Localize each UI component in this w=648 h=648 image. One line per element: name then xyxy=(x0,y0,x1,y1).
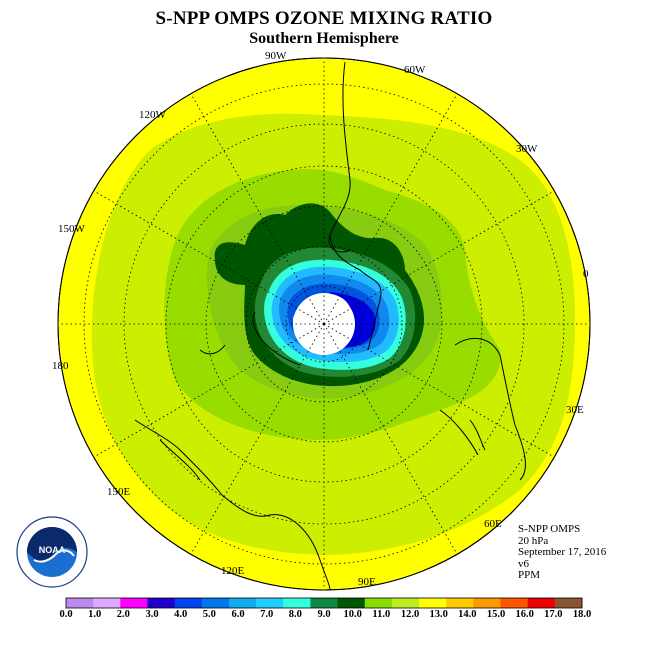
colorbar xyxy=(65,597,583,609)
colorbar-tick-label: 6.0 xyxy=(231,609,245,620)
lon-label-60w: 60W xyxy=(404,64,426,76)
colorbar-tick-label: 3.0 xyxy=(145,609,159,620)
colorbar-swatch xyxy=(93,598,121,608)
colorbar-swatch xyxy=(174,598,203,608)
colorbar-tick-label: 14.0 xyxy=(458,609,477,620)
colorbar-swatch xyxy=(283,598,311,608)
colorbar-swatch xyxy=(256,598,284,608)
noaa-logo-text: NOAA xyxy=(39,545,66,555)
colorbar-tick-label: 15.0 xyxy=(486,609,506,620)
lon-label-0: 0 xyxy=(583,268,589,280)
colorbar-tick-label: 13.0 xyxy=(429,609,448,620)
colorbar-swatch xyxy=(66,598,94,608)
noaa-logo: NOAA xyxy=(16,516,88,588)
info-unit: PPM xyxy=(518,569,541,581)
map-subtitle: Southern Hemisphere xyxy=(249,30,399,47)
colorbar-swatch xyxy=(473,598,502,608)
colorbar-tick-label: 9.0 xyxy=(317,609,331,620)
lon-label-60e: 60E xyxy=(484,518,502,530)
info-block: S-NPP OMPS 20 hPa September 17, 2016 v6 … xyxy=(518,523,607,582)
info-level: 20 hPa xyxy=(518,534,549,547)
colorbar-swatch xyxy=(337,598,366,608)
colorbar-swatch xyxy=(419,598,447,608)
colorbar-tick-label: 2.0 xyxy=(116,609,130,620)
colorbar-swatch xyxy=(364,598,393,608)
lon-label-90w: 90W xyxy=(265,50,287,62)
lon-label-150w: 150W xyxy=(58,223,85,235)
colorbar-tick-label: 16.0 xyxy=(515,609,534,620)
lon-label-120e: 120E xyxy=(221,565,245,577)
lon-label-180: 180 xyxy=(52,360,69,372)
colorbar-tick-label: 18.0 xyxy=(572,609,592,620)
lon-label-150e: 150E xyxy=(107,486,131,498)
colorbar-swatch xyxy=(120,598,148,608)
colorbar-tick-label: 0.0 xyxy=(59,609,73,620)
colorbar-tick-label: 7.0 xyxy=(260,609,274,620)
colorbar-tick-label: 1.0 xyxy=(88,609,102,620)
colorbar-tick-label: 4.0 xyxy=(174,609,188,620)
lon-label-120w: 120W xyxy=(139,109,166,121)
colorbar-swatch xyxy=(391,598,420,608)
colorbar-swatch xyxy=(527,598,556,608)
colorbar-border xyxy=(65,597,583,609)
colorbar-swatch xyxy=(201,598,230,608)
lon-label-30w: 30W xyxy=(516,143,538,155)
colorbar-tick-label: 12.0 xyxy=(400,609,420,620)
colorbar-tick-label: 10.0 xyxy=(343,609,362,620)
meridian-lines xyxy=(58,58,590,590)
info-version: v6 xyxy=(518,557,529,570)
colorbar-tick-label: 5.0 xyxy=(202,609,216,620)
info-instrument: S-NPP OMPS xyxy=(518,523,581,535)
colorbar-swatch xyxy=(500,598,529,608)
colorbar-tick-label: 11.0 xyxy=(372,609,391,620)
colorbar-tick-label: 8.0 xyxy=(288,609,302,620)
colorbar-swatch xyxy=(554,598,583,608)
colorbar-tick-label: 17.0 xyxy=(544,609,563,620)
map-title: S-NPP OMPS OZONE MIXING RATIO xyxy=(155,8,493,29)
info-date: September 17, 2016 xyxy=(518,546,607,558)
lon-label-90e: 90E xyxy=(358,576,376,588)
colorbar-swatch xyxy=(147,598,176,608)
colorbar-swatch xyxy=(446,598,474,608)
colorbar-swatch xyxy=(310,598,339,608)
lon-label-30e: 30E xyxy=(566,404,584,416)
colorbar-swatch xyxy=(228,598,257,608)
